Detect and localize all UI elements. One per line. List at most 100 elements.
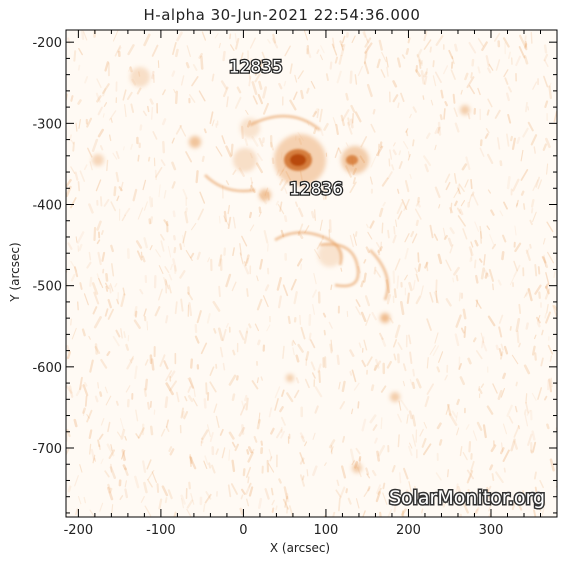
fibril xyxy=(502,423,508,435)
fibril xyxy=(532,179,539,191)
fibril xyxy=(151,471,157,483)
fibril xyxy=(173,511,177,517)
fibril xyxy=(172,258,178,272)
fibril xyxy=(112,335,120,347)
fibril xyxy=(158,288,163,301)
fibril xyxy=(116,298,120,305)
fibril xyxy=(530,199,535,208)
fibril xyxy=(349,448,355,463)
fibril xyxy=(170,263,174,271)
fibril xyxy=(470,72,473,79)
fibril xyxy=(408,445,413,456)
region-label: 12836 xyxy=(289,179,343,199)
fibril xyxy=(231,281,237,292)
fibril xyxy=(167,489,173,500)
fibril xyxy=(97,106,103,116)
fibril xyxy=(203,128,207,134)
fibril xyxy=(363,259,367,264)
fibril xyxy=(94,345,101,355)
fibril xyxy=(66,350,72,360)
fibril xyxy=(244,138,249,146)
fibril xyxy=(392,149,397,156)
fibril xyxy=(349,370,353,376)
fibril xyxy=(191,76,199,87)
fibril xyxy=(244,257,249,267)
fibril xyxy=(162,89,166,96)
fibril xyxy=(271,507,275,513)
fibril xyxy=(116,46,122,53)
fibril xyxy=(434,126,440,135)
fibril xyxy=(163,190,167,199)
fibril xyxy=(222,50,226,62)
fibril xyxy=(101,83,110,95)
fibril xyxy=(126,357,134,370)
fibril xyxy=(445,181,451,191)
fibril xyxy=(97,251,102,266)
fibril xyxy=(354,111,362,123)
fibril xyxy=(104,308,109,317)
fibril xyxy=(520,169,529,181)
fibril xyxy=(96,273,102,285)
fibril xyxy=(515,381,518,387)
fibril xyxy=(523,55,529,65)
fibril xyxy=(370,156,377,168)
fibril xyxy=(453,188,460,199)
fibril xyxy=(160,233,165,241)
fibril xyxy=(268,463,275,473)
fibril xyxy=(415,200,421,207)
plage-patch xyxy=(352,463,362,473)
fibril xyxy=(69,318,73,326)
fibril xyxy=(175,124,183,135)
fibril xyxy=(268,407,273,418)
fibril xyxy=(162,140,166,154)
fibril xyxy=(527,121,534,132)
fibril xyxy=(553,271,556,279)
fibril xyxy=(76,231,85,244)
fibril xyxy=(129,359,133,364)
fibril xyxy=(525,322,529,330)
fibril xyxy=(523,364,531,375)
fibril xyxy=(499,210,504,217)
fibril xyxy=(188,481,191,490)
fibril xyxy=(328,321,333,329)
fibril xyxy=(457,485,462,494)
fibril xyxy=(297,343,304,353)
fibril xyxy=(320,128,324,136)
fibril xyxy=(171,161,177,171)
fibril xyxy=(185,249,193,262)
fibril xyxy=(312,465,318,477)
fibril xyxy=(480,336,485,349)
fibril xyxy=(146,459,152,470)
fibril xyxy=(78,243,83,251)
fibril xyxy=(262,295,269,308)
fibril xyxy=(104,61,110,72)
fibril xyxy=(182,234,185,248)
fibril xyxy=(232,216,236,229)
fibril xyxy=(416,202,421,208)
fibril xyxy=(360,311,367,322)
fibril xyxy=(155,166,163,178)
fibril xyxy=(411,233,418,244)
fibril xyxy=(398,400,402,411)
fibril xyxy=(147,478,153,488)
fibril xyxy=(106,159,109,172)
fibril xyxy=(489,464,494,471)
fibril xyxy=(188,302,193,317)
fibril xyxy=(270,427,275,435)
fibril xyxy=(209,381,217,393)
fibril xyxy=(434,332,439,344)
fibril xyxy=(147,469,155,480)
fibril xyxy=(253,435,258,443)
fibril xyxy=(544,395,548,401)
fibril xyxy=(258,206,262,214)
fibril xyxy=(377,246,383,254)
fibril xyxy=(278,82,283,90)
fibril xyxy=(282,345,285,359)
fibril xyxy=(389,149,393,160)
fibril xyxy=(222,86,229,98)
fibril xyxy=(118,186,123,192)
fibril xyxy=(218,42,221,49)
fibril xyxy=(132,188,138,202)
fibril xyxy=(115,400,119,406)
fibril xyxy=(524,414,529,427)
